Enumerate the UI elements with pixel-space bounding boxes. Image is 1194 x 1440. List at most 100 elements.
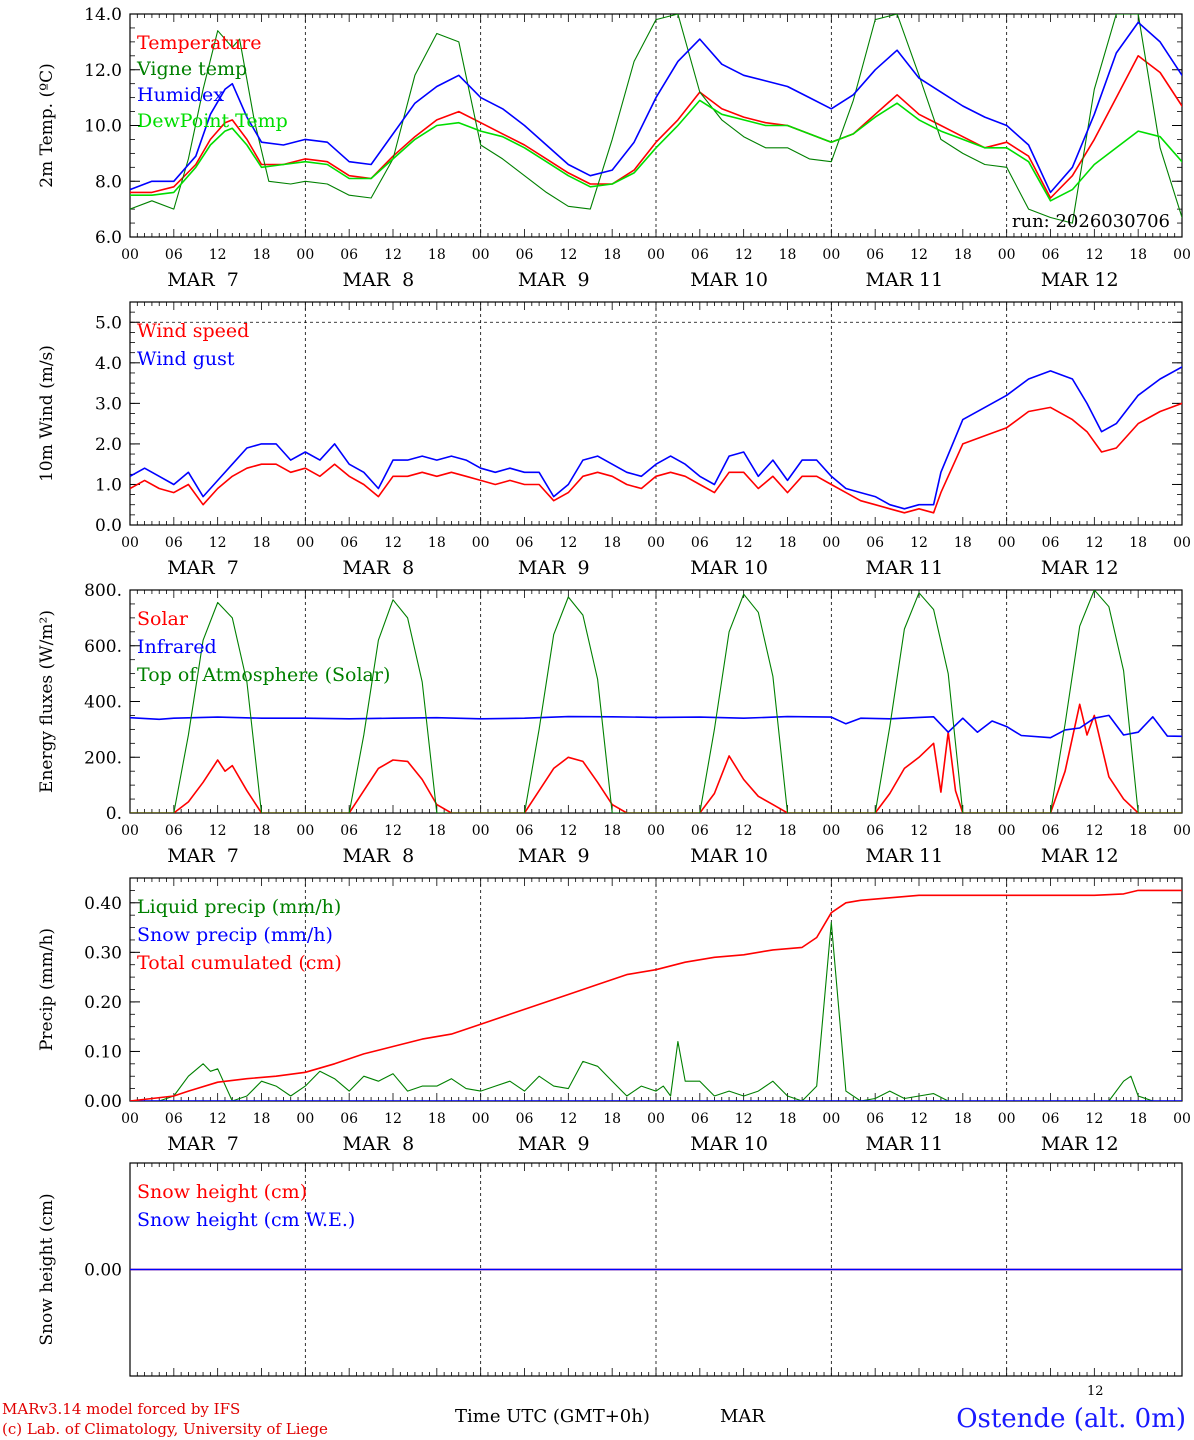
legend-wind-speed: Wind speed: [137, 320, 249, 342]
legend-vigne-temp: Vigne temp: [136, 58, 247, 80]
series-total-cumulated-cm: [130, 889, 1182, 1101]
y-tick-label: 0.00: [84, 1261, 122, 1281]
y-tick-label: 400.: [84, 693, 122, 713]
x-tick-label: 18: [779, 1111, 797, 1127]
x-tick-label: 00: [647, 535, 665, 551]
x-day-label: MAR 11: [866, 269, 944, 291]
x-tick-label: 12: [209, 1111, 227, 1127]
x-tick-label: 06: [866, 247, 884, 263]
x-tick-label: 12: [384, 535, 402, 551]
x-tick-label: 00: [121, 535, 139, 551]
x-tick-label: 00: [822, 247, 840, 263]
x-tick-label: 12: [384, 823, 402, 839]
x-tick-label: 18: [1129, 1111, 1147, 1127]
legend-liquid-precip-mm-h: Liquid precip (mm/h): [137, 896, 341, 918]
x-tick-label: 18: [428, 247, 446, 263]
y-tick-label: 2.0: [95, 435, 122, 455]
station-name: Ostende (alt. 0m): [956, 1404, 1186, 1434]
y-tick-label: 0.0: [95, 516, 122, 536]
x-tick-label: 12: [735, 247, 753, 263]
x-tick-label: 00: [998, 535, 1016, 551]
x-tick-label: 06: [691, 1111, 709, 1127]
x-day-label: MAR 10: [690, 557, 768, 579]
x-day-label: MAR 11: [866, 1133, 944, 1155]
x-tick-label: 18: [954, 247, 972, 263]
x-tick-label: 00: [647, 1111, 665, 1127]
x-tick-label: 06: [516, 247, 534, 263]
legend-temperature: Temperature: [137, 32, 261, 54]
x-tick-label: 12: [1085, 823, 1103, 839]
x-tick-label: 06: [340, 247, 358, 263]
legend-dewpoint-temp: DewPoint Temp: [137, 110, 288, 132]
x-tick-label: 06: [165, 247, 183, 263]
x-day-label: MAR 7: [167, 557, 239, 579]
y-tick-label: 0.00: [84, 1092, 122, 1112]
y-tick-label: 200.: [84, 748, 122, 768]
x-day-label: MAR 9: [518, 269, 590, 291]
y-tick-label: 12.0: [84, 61, 122, 81]
x-day-label: MAR 10: [690, 269, 768, 291]
x-tick-label: 18: [954, 535, 972, 551]
footer-month-label: MAR: [720, 1406, 765, 1427]
x-day-label: MAR 8: [343, 557, 415, 579]
x-tick-label: 12: [735, 535, 753, 551]
y-tick-label: 4.0: [95, 354, 122, 374]
x-tick-label: 12: [1085, 247, 1103, 263]
x-tick-label: 00: [822, 823, 840, 839]
x-tick-label: 06: [866, 823, 884, 839]
y-tick-label: 1.0: [95, 475, 122, 495]
x-day-label: MAR 12: [1041, 557, 1119, 579]
y-tick-label: 0.: [106, 804, 122, 824]
x-tick-label: 06: [516, 1111, 534, 1127]
x-tick-label: 06: [516, 535, 534, 551]
x-tick-label: 18: [253, 1111, 271, 1127]
x-day-label: MAR 8: [343, 845, 415, 867]
x-tick-label: 06: [165, 535, 183, 551]
x-tick-label: 00: [998, 247, 1016, 263]
x-tick-label: 00: [647, 823, 665, 839]
time-axis-label: Time UTC (GMT+0h): [455, 1406, 650, 1427]
x-tick-label: 06: [340, 1111, 358, 1127]
x-tick-label: 06: [340, 823, 358, 839]
legend-wind-gust: Wind gust: [137, 348, 235, 370]
legend-snow-height-cm-w-e: Snow height (cm W.E.): [137, 1209, 355, 1231]
x-tick-label: 12: [559, 823, 577, 839]
x-tick-label: 00: [121, 823, 139, 839]
x-tick-label: 00: [296, 535, 314, 551]
x-tick-label: 06: [691, 823, 709, 839]
forecast-panels-svg: 6.0 8.0 10.0 12.0 14.0 2m Temp. (ºC) 00 06 12 18 0…: [37, 5, 1191, 1377]
x-tick-label: 00: [1173, 1111, 1191, 1127]
x-tick-label: 06: [691, 535, 709, 551]
legend-humidex: Humidex: [137, 84, 224, 106]
panel-2-frame: [129, 589, 1183, 814]
x-tick-label: 18: [1129, 823, 1147, 839]
x-tick-label: 00: [121, 247, 139, 263]
credit-lab: (c) Lab. of Climatology, University of L…: [2, 1420, 328, 1438]
series-humidex: [130, 21, 1182, 194]
x-tick-label: 00: [998, 823, 1016, 839]
x-day-label: MAR 12: [1041, 1133, 1119, 1155]
x-tick-label: 18: [603, 535, 621, 551]
x-day-label: MAR 7: [167, 845, 239, 867]
run-annotation: run: 2026030706: [1012, 211, 1170, 232]
x-tick-label: 12: [384, 247, 402, 263]
x-tick-label: 12: [209, 247, 227, 263]
x-tick-label: 12: [1085, 535, 1103, 551]
y-axis-label: Precip (mm/h): [37, 928, 57, 1051]
x-day-label: MAR 10: [690, 1133, 768, 1155]
x-tick-label: 00: [1173, 247, 1191, 263]
legend-snow-precip-mm-h: Snow precip (mm/h): [137, 924, 333, 946]
x-tick-label: 00: [472, 823, 490, 839]
y-tick-label: 0.10: [84, 1042, 122, 1062]
x-tick-label: 12: [209, 823, 227, 839]
x-tick-label: 18: [603, 1111, 621, 1127]
x-day-label: MAR 9: [518, 845, 590, 867]
x-tick-label: 06: [516, 823, 534, 839]
y-tick-label: 0.40: [84, 894, 122, 914]
x-tick-label: 18: [253, 823, 271, 839]
series-liquid-precip-mm-h: [130, 922, 1182, 1101]
x-day-label: MAR 12: [1041, 845, 1119, 867]
x-tick-label: 18: [603, 823, 621, 839]
x-tick-label: 12: [735, 1111, 753, 1127]
x-tick-label: 00: [296, 1111, 314, 1127]
